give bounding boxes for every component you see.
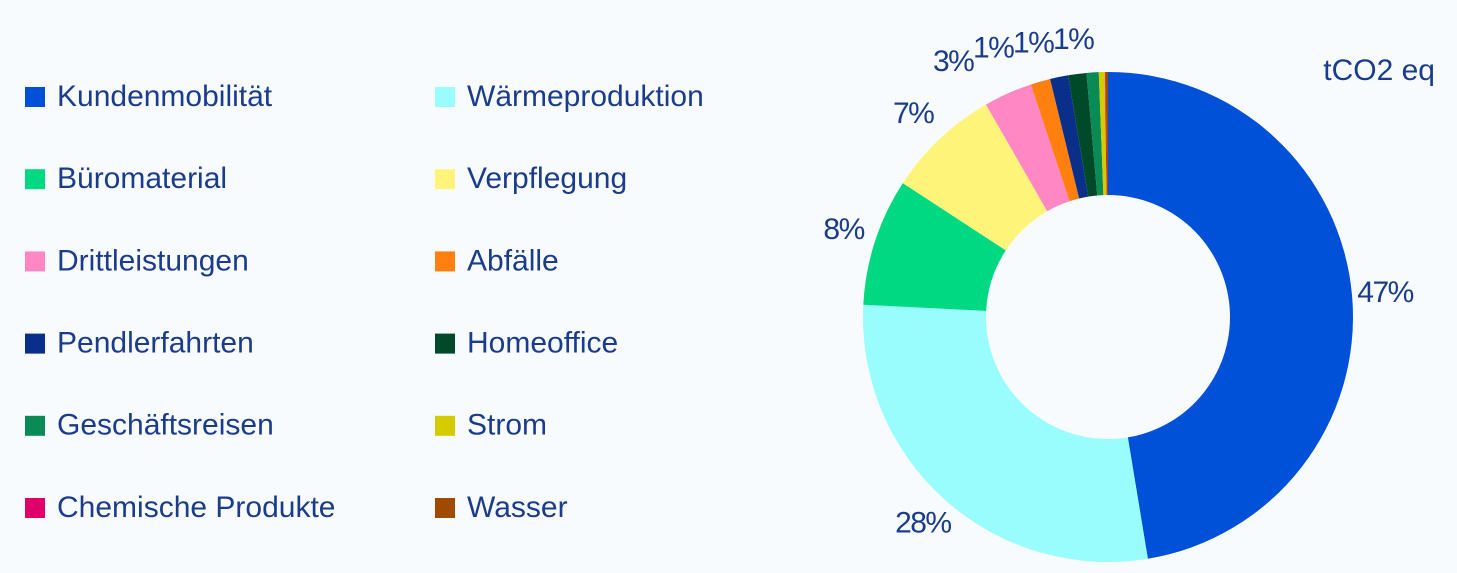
legend-label: Geschäftsreisen [57,409,274,442]
donut-slice [1104,72,1107,196]
legend-label: Kundenmobilität [57,80,273,113]
legend-label: Verpflegung [467,162,627,195]
legend-swatch [25,169,45,190]
legend-swatch [435,87,455,107]
legend-swatch [25,415,45,436]
donut-slice [1098,72,1107,196]
data-label: 28% [895,506,951,539]
legend-swatch [25,498,45,518]
donut-slice [1105,72,1108,196]
donut-slice [1068,72,1098,197]
data-label: 47% [1357,276,1413,309]
data-label: 1% [1053,23,1094,56]
legend-swatch [435,169,455,190]
donut-slice [1030,78,1080,202]
donut-slice [1050,75,1089,199]
legend-swatch [25,87,45,107]
legend-label: Homeoffice [467,327,618,360]
legend-label: Abfälle [467,244,559,277]
legend-label: Pendlerfahrten [57,327,254,360]
legend-swatch [25,333,45,354]
donut-slice [863,183,1006,311]
legend-label: Wärmeproduktion [467,80,704,113]
legend-label: Strom [467,409,547,442]
legend-label: Büromaterial [57,162,227,195]
data-label: 7% [893,97,934,130]
chart-subtitle: tCO2 eq [1323,54,1435,87]
legend-swatch [25,251,45,272]
data-label: 3% [933,45,974,78]
legend-label: Wasser [467,491,568,524]
legend-label: Chemische Produkte [57,491,335,524]
donut-slice [902,104,1048,251]
legend-swatch [435,333,455,354]
donut-slice [985,84,1070,212]
donut-slice [1086,72,1104,196]
donut-slice [1108,72,1353,559]
legend-label: Drittleistungen [57,244,249,277]
data-label: 8% [823,213,864,246]
legend-swatch [435,498,455,518]
donut-slice [863,304,1148,562]
legend-swatch [435,415,455,436]
data-label: 1% [1013,27,1054,60]
legend-swatch [435,251,455,272]
data-label: 1% [973,32,1014,65]
